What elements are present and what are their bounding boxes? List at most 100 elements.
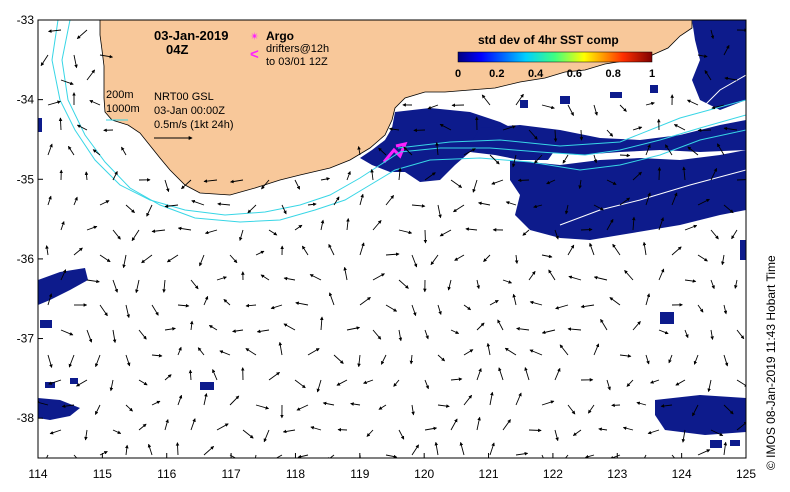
colorbar-tick-label: 0 [455, 68, 461, 80]
current-vector [511, 154, 517, 168]
current-vector [255, 404, 270, 410]
x-tick-label: 121 [479, 467, 499, 481]
current-vector [710, 167, 718, 181]
x-tick-label: 123 [607, 467, 627, 481]
current-vector [427, 104, 439, 110]
current-vector [49, 429, 62, 435]
y-tick-label: -33 [17, 13, 35, 27]
x-tick-label: 117 [222, 467, 241, 481]
x-tick-label: 119 [350, 467, 369, 481]
colorbar-title: std dev of 4hr SST comp [478, 33, 619, 47]
current-vector [486, 342, 491, 356]
current-vector [541, 104, 555, 110]
current-vector [606, 179, 617, 185]
current-vector [181, 179, 192, 190]
current-vector [675, 379, 686, 386]
current-vector [283, 323, 296, 331]
current-vector [350, 402, 361, 406]
current-vector [723, 441, 728, 456]
current-vector [366, 429, 374, 437]
current-vector [645, 354, 650, 365]
current-vector [606, 218, 614, 231]
x-tick-label: 118 [286, 467, 305, 481]
current-vector [359, 242, 365, 256]
current-vector [541, 454, 544, 458]
x-tick-label: 122 [543, 467, 563, 481]
current-vector [502, 279, 513, 284]
current-vector [84, 429, 88, 441]
current-vector [177, 303, 190, 308]
current-vector [385, 304, 398, 312]
credit-text: © IMOS 08-Jan-2019 11:43 Hobart Time [764, 255, 778, 470]
current-vector [580, 304, 595, 309]
current-vectors [38, 28, 746, 458]
current-vector [164, 419, 169, 431]
x-tick-label: 124 [672, 467, 692, 481]
current-vector [681, 429, 686, 443]
current-vector [232, 329, 244, 333]
current-vector [450, 418, 458, 431]
isobath-1000m-label: 1000m [106, 103, 140, 115]
current-vector [297, 454, 309, 458]
current-vector [600, 318, 608, 331]
current-vector [296, 404, 309, 411]
current-vector [528, 428, 542, 433]
current-vector [38, 400, 49, 406]
current-vector [177, 226, 192, 231]
current-vector [125, 354, 131, 367]
map-date: 03-Jan-2019 [154, 28, 228, 43]
current-vector [657, 166, 662, 181]
current-vector [554, 367, 561, 381]
current-vector [660, 404, 673, 408]
current-vector [109, 379, 114, 392]
current-vector [60, 329, 74, 336]
current-vector [47, 293, 53, 306]
x-tick-label: 114 [28, 467, 47, 481]
current-vector [516, 327, 530, 331]
current-vector [724, 76, 738, 81]
current-vector [736, 179, 746, 181]
isobath-1000m [61, 20, 746, 223]
current-vector [372, 220, 382, 231]
current-vector [343, 266, 348, 281]
drifter-track [382, 141, 408, 163]
current-vector [515, 93, 524, 106]
current-vector [476, 416, 481, 431]
current-vector [372, 329, 382, 340]
current-vector [578, 179, 582, 189]
current-vector [697, 254, 708, 262]
current-vector [73, 54, 78, 69]
current-vector [346, 218, 350, 231]
colorbar-tick-label: 0.6 [567, 68, 582, 80]
current-vector [463, 148, 476, 156]
current-vector [736, 329, 745, 340]
sst-stddev-overlay [38, 20, 746, 448]
current-vector [505, 201, 517, 206]
current-vector [47, 354, 53, 368]
current-vector [548, 269, 556, 281]
current-vector [529, 349, 543, 356]
drifter-label-2: to 03/01 12Z [266, 56, 328, 68]
current-vector [242, 429, 254, 439]
current-vector [199, 254, 205, 267]
current-vector [522, 229, 530, 236]
current-vector [333, 354, 344, 364]
current-vector [151, 353, 163, 358]
current-vector [346, 170, 351, 181]
y-tick-label: -38 [17, 411, 35, 425]
current-vector [164, 327, 176, 331]
current-vector [385, 454, 398, 458]
current-vector [278, 341, 283, 356]
current-vector [122, 254, 127, 269]
current-vector [723, 404, 734, 415]
current-vector [162, 279, 166, 293]
current-vector [229, 254, 238, 264]
current-vector [380, 354, 387, 365]
current-vector [631, 216, 636, 231]
current-vector [294, 224, 303, 231]
colorbar [457, 51, 653, 63]
current-vector [378, 404, 387, 410]
x-tick-label: 125 [736, 467, 756, 481]
current-vector [48, 29, 62, 33]
